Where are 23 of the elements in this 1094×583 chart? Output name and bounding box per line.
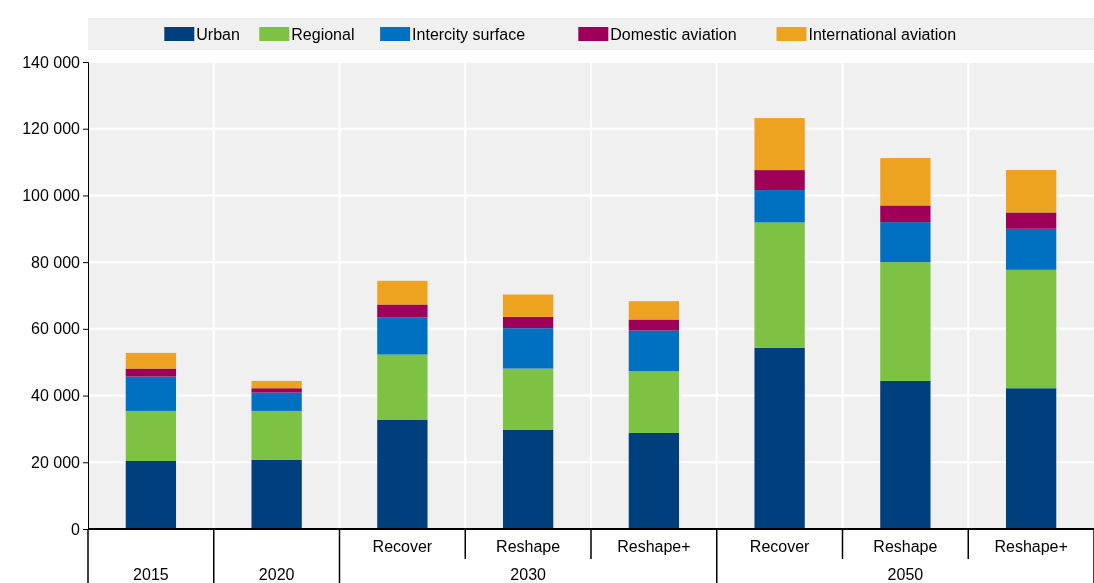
y-tick-label: 60 000 <box>31 320 81 338</box>
y-tick-label: 0 <box>71 520 81 538</box>
x-tick-label: Reshape <box>496 538 561 555</box>
y-tick-label: 140 000 <box>22 53 81 71</box>
legend-label: Intercity surface <box>412 26 526 43</box>
x-tick-label: 2015 <box>133 566 169 583</box>
y-tick-label: 20 000 <box>31 453 81 471</box>
x-tick-label: Reshape <box>873 538 938 555</box>
x-tick-label: 2020 <box>258 566 295 583</box>
x-tick-label: Recover <box>372 538 433 555</box>
y-tick-label: 80 000 <box>31 253 81 271</box>
text: 2030 <box>510 566 547 583</box>
y-tick-label: 120 000 <box>22 120 81 138</box>
y-tick-label: 100 000 <box>22 187 81 205</box>
x-tick-label: Reshape+ <box>617 538 691 555</box>
x-tick-label: Reshape+ <box>994 538 1068 555</box>
x-tick-label: Recover <box>749 538 811 555</box>
legend-label: Regional <box>291 26 355 43</box>
legend-label: International aviation <box>808 26 957 43</box>
y-tick-label: 40 000 <box>31 387 81 405</box>
text: 2050 <box>887 566 924 583</box>
legend-label: Domestic aviation <box>610 26 737 43</box>
legend-label: Urban <box>196 26 240 43</box>
